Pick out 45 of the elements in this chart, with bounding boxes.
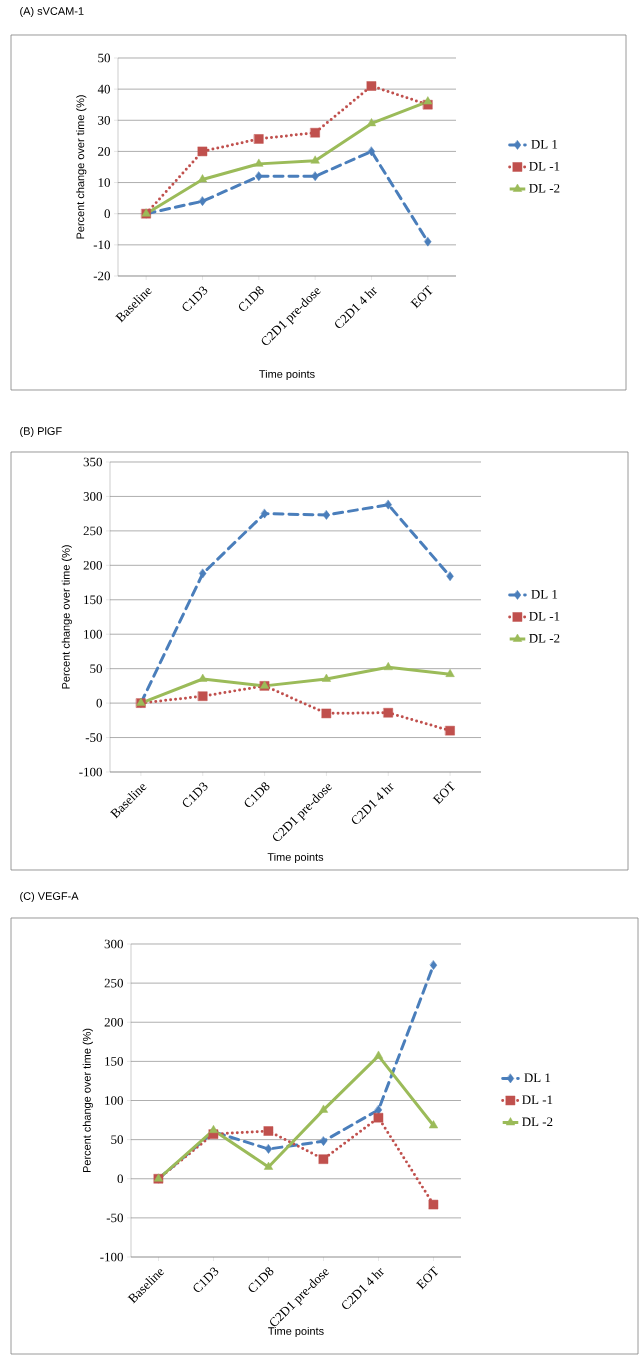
y-tick-label: 40 [97,84,110,94]
legend-label: DL 1 [531,139,558,149]
y-tick-label: -100 [100,1252,123,1262]
y-tick-label: 200 [83,560,102,570]
y-axis-title: Percent change over time (%) [76,95,87,239]
chart-title: (B) PlGF [20,426,62,438]
y-tick-label: 30 [98,115,110,125]
y-tick-label: 150 [84,595,102,605]
y-tick-label: -50 [106,1213,123,1223]
chart-title: (C) VEGF-A [20,891,79,903]
y-tick-label: -50 [85,733,102,742]
y-tick-label: 20 [98,147,110,156]
y-tick-label: -100 [79,767,102,777]
x-axis-title: Time points [259,369,315,381]
legend-label: DL -1 [529,611,560,621]
legend-label: DL -1 [522,1095,553,1105]
y-axis-title: Percent change over time (%) [82,1028,93,1173]
y-tick-label: 100 [84,629,102,639]
y-tick-label: -20 [93,271,110,281]
y-tick-label: 150 [105,1057,123,1066]
y-tick-label: 10 [98,178,110,187]
legend-label: DL -2 [522,1117,553,1127]
y-tick-label: 300 [83,492,102,501]
x-axis-title: Time points [268,1326,324,1338]
y-axis-title: Percent change over time (%) [61,545,72,689]
y-tick-label: 0 [96,698,102,708]
y-tick-label: -10 [93,240,110,250]
y-tick-label: 200 [104,1017,123,1027]
legend-label: DL 1 [531,589,558,599]
chart-title: (A) sVCAM-1 [20,6,84,18]
x-axis-title: Time points [267,852,324,864]
y-tick-label: 0 [104,209,110,219]
y-tick-label: 50 [98,53,110,63]
y-tick-label: 50 [111,1135,123,1144]
y-tick-label: 300 [104,939,123,949]
y-tick-label: 250 [104,978,123,988]
y-tick-label: 50 [90,664,102,674]
legend-label: DL 1 [524,1073,551,1083]
y-tick-label: 100 [105,1096,123,1105]
legend-label: DL -1 [529,161,560,171]
y-tick-label: 0 [117,1174,123,1184]
y-tick-label: 350 [83,457,102,467]
legend-label: DL -2 [529,183,560,193]
legend-label: DL -2 [529,633,560,643]
y-tick-label: 250 [83,526,102,536]
